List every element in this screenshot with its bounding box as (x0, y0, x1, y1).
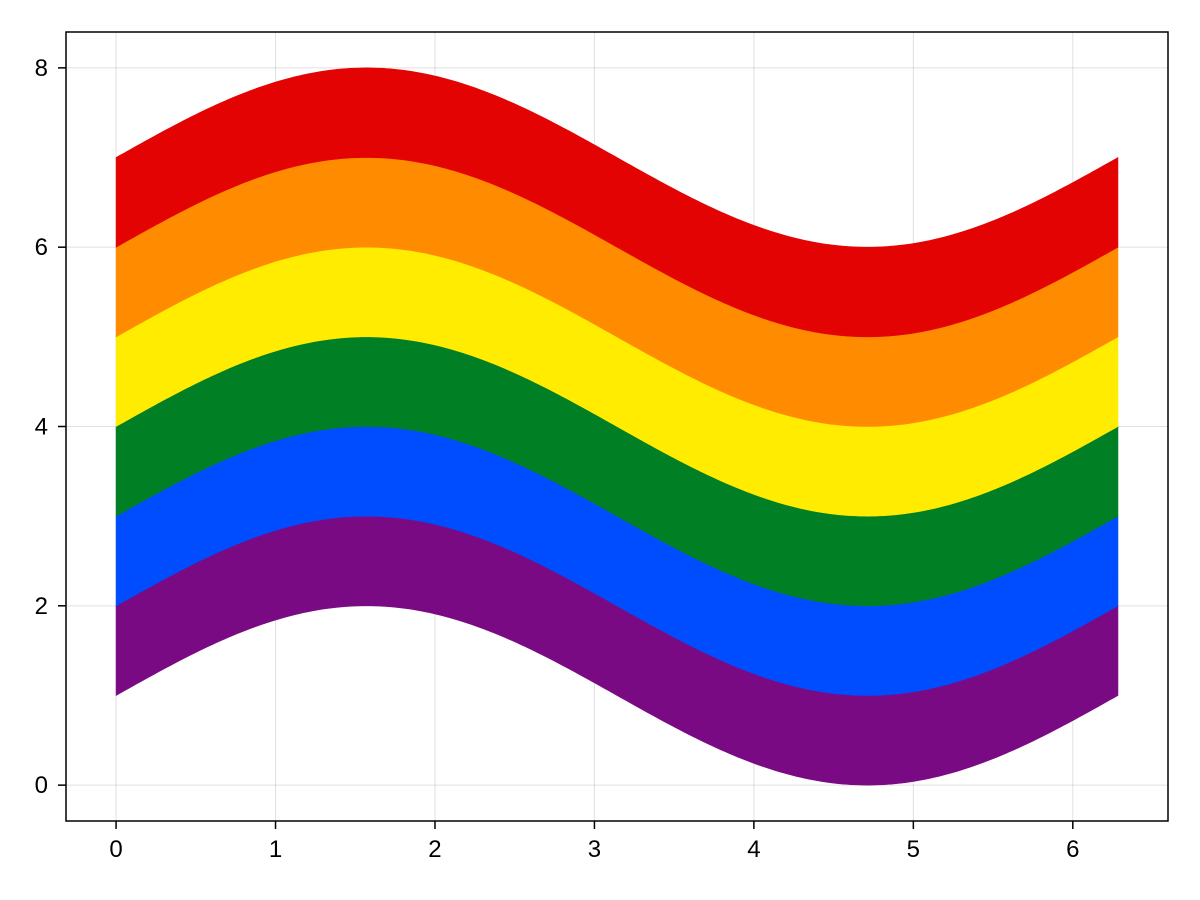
x-tick-label: 1 (269, 836, 282, 863)
bands (115, 67, 1119, 786)
plot-frame (65, 31, 1169, 822)
y-tick-label: 0 (35, 772, 48, 799)
y-tick-label: 2 (35, 593, 48, 620)
axes: 0 1 2 3 4 5 6 0 2 4 6 8 (35, 55, 1080, 863)
x-tick-label: 5 (907, 836, 920, 863)
x-tick-label: 3 (588, 836, 601, 863)
y-tick-label: 6 (35, 234, 48, 261)
x-tick-label: 6 (1066, 836, 1079, 863)
x-tick-label: 0 (109, 836, 122, 863)
y-tick-label: 4 (35, 414, 48, 441)
x-tick-label: 4 (747, 836, 760, 863)
band-6 (115, 67, 1119, 338)
x-tick-label: 2 (428, 836, 441, 863)
y-tick-label: 8 (35, 55, 48, 82)
